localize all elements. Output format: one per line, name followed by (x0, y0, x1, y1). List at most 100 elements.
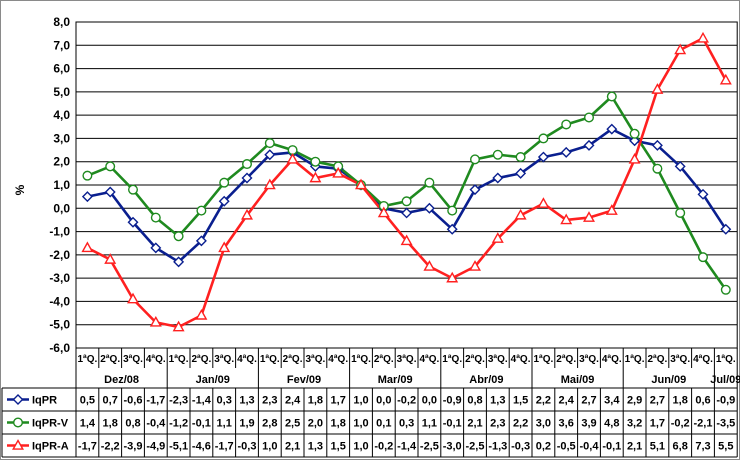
data-label: 2,5 (285, 418, 300, 430)
data-label: 1,8 (308, 395, 323, 407)
y-tick-label: -6,0 (49, 341, 70, 355)
data-label: -1,7 (215, 441, 234, 453)
y-tick-label: 3,0 (53, 131, 70, 145)
data-label: 2,2 (536, 395, 551, 407)
legend-label: IqPR (32, 395, 57, 407)
data-label: 1,4 (80, 418, 96, 430)
data-point (560, 146, 572, 158)
data-label: 3,0 (536, 418, 551, 430)
category-label: 2ªQ. (191, 354, 211, 365)
category-label: 3ªQ. (488, 354, 508, 365)
category-label: 3ªQ. (123, 354, 143, 365)
category-label: 4ªQ. (328, 354, 348, 365)
data-label: 0,8 (467, 395, 482, 407)
data-label: -5,1 (169, 441, 188, 453)
data-label: 0,2 (536, 441, 551, 453)
category-label: 1ªQ. (716, 354, 736, 365)
data-label: 2,3 (490, 418, 505, 430)
data-point (515, 152, 526, 163)
data-label: -0,2 (397, 395, 416, 407)
data-label: 3,4 (604, 395, 620, 407)
data-label: 1,9 (239, 418, 254, 430)
category-label: 4ªQ. (146, 354, 166, 365)
data-label: 0,8 (125, 418, 140, 430)
category-label: 3ªQ. (579, 354, 599, 365)
data-label: 1,3 (490, 395, 505, 407)
category-label: 4ªQ. (693, 354, 713, 365)
data-point (218, 195, 230, 207)
data-point (263, 178, 276, 190)
category-label: 2ªQ. (465, 354, 485, 365)
category-label: 3ªQ. (214, 354, 234, 365)
data-label: 0,7 (103, 395, 118, 407)
data-table: Dez/08 Jan/09 Fev/09 Mar/09 Abr/09 Mai/09 Jun/… (1, 348, 740, 458)
category-label: 3ªQ. (397, 354, 417, 365)
data-point (537, 151, 549, 163)
data-label: 2,3 (262, 395, 277, 407)
data-point (606, 91, 617, 102)
category-label: 1ªQ. (533, 354, 553, 365)
data-point (491, 232, 504, 243)
data-label: 1,5 (513, 395, 528, 407)
data-label: 0,0 (376, 395, 391, 407)
data-label: -2,1 (694, 418, 713, 430)
data-point (104, 186, 116, 198)
data-point (377, 206, 390, 218)
data-point (264, 149, 276, 161)
data-label: 5,5 (718, 441, 733, 453)
data-label: 0,1 (376, 418, 391, 430)
data-label: 1,7 (331, 395, 346, 407)
data-label: 0,3 (217, 395, 232, 407)
data-label: 0,6 (695, 395, 710, 407)
data-point (720, 284, 731, 295)
month-label: Mai/09 (561, 374, 595, 386)
legend-label: IqPR-V (32, 418, 69, 430)
category-label: 1ªQ. (260, 354, 280, 365)
legend-key-marker (12, 417, 24, 428)
data-label: 0,3 (399, 418, 414, 430)
data-label: 2,4 (559, 395, 575, 407)
data-label: 3,2 (627, 418, 642, 430)
data-point (172, 320, 185, 332)
data-label: -0,9 (716, 395, 735, 407)
data-label: 4,8 (604, 418, 619, 430)
data-point (561, 119, 572, 130)
data-label: 3,9 (581, 418, 596, 430)
data-label: 2,2 (513, 418, 528, 430)
data-point (697, 31, 709, 43)
month-label: Mar/09 (378, 374, 413, 386)
data-point (173, 256, 185, 268)
data-label: 2,7 (581, 395, 596, 407)
month-label: Jun/09 (651, 374, 686, 386)
data-point (104, 253, 117, 264)
category-label: 4ªQ. (602, 354, 622, 365)
y-tick-label: 4,0 (53, 108, 70, 122)
data-label: -4,6 (192, 441, 211, 453)
category-label: 2ªQ. (647, 354, 667, 365)
data-point (697, 188, 709, 200)
data-label: -0,5 (557, 441, 576, 453)
data-point (469, 184, 481, 196)
data-point (583, 211, 595, 222)
data-label: -0,2 (671, 418, 690, 430)
data-label: -0,3 (238, 441, 257, 453)
data-point (401, 207, 413, 219)
data-point (720, 223, 732, 235)
data-point (698, 252, 709, 263)
data-label: 1,0 (353, 418, 368, 430)
category-label: 2ªQ. (556, 354, 576, 365)
data-point (127, 292, 139, 304)
month-label: Jan/09 (196, 374, 230, 386)
data-point (309, 171, 322, 183)
data-label: -1,2 (169, 418, 188, 430)
data-point (492, 149, 503, 160)
data-label: 2,1 (627, 441, 642, 453)
data-label: 0,0 (422, 395, 437, 407)
data-label: 1,5 (331, 441, 346, 453)
data-label: 2,1 (285, 441, 300, 453)
data-point (401, 196, 412, 207)
data-label: 3,6 (559, 418, 574, 430)
category-label: 1ªQ. (169, 354, 189, 365)
data-point (424, 177, 435, 188)
